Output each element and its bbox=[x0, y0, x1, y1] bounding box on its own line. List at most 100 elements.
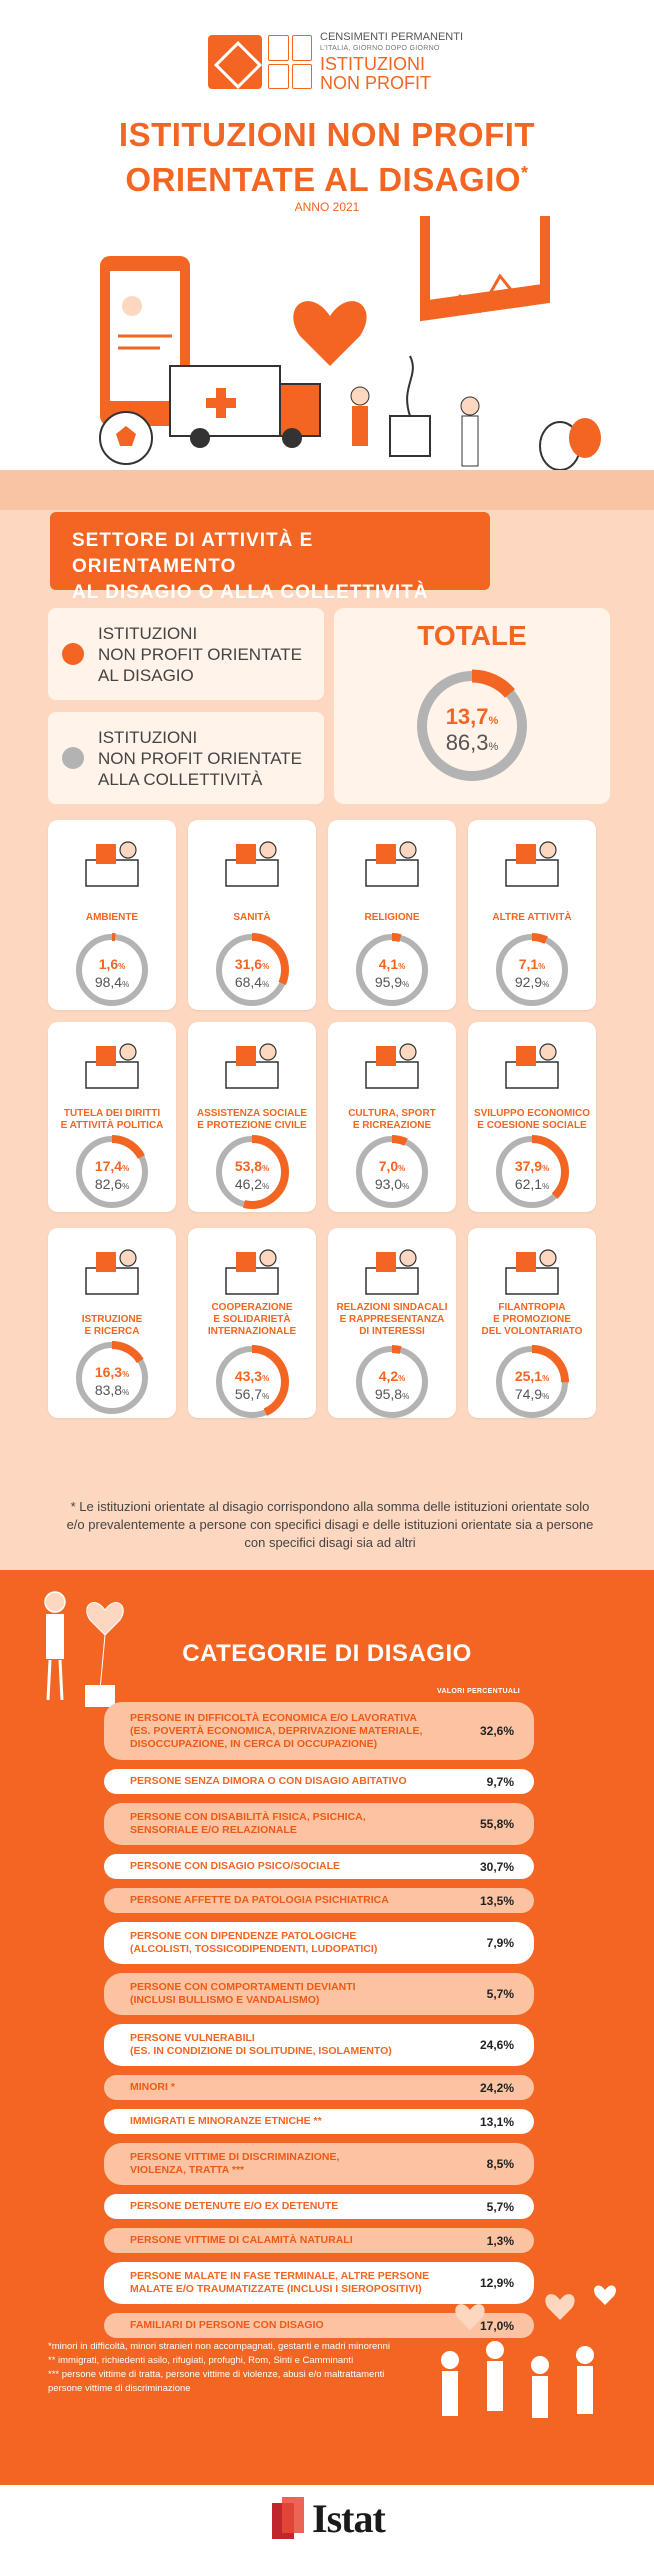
total-card: TOTALE 13,7% 86,3% bbox=[334, 608, 610, 804]
woman-with-heart-balloon-icon bbox=[44, 1591, 124, 1707]
category-label-line: PERSONE SENZA DIMORA O CON DISAGIO ABITA… bbox=[130, 1775, 407, 1787]
sector-collettivita-value: 92,9% bbox=[515, 974, 549, 990]
logo-line1: CENSIMENTI PERMANENTI bbox=[320, 31, 464, 43]
category-label-line: PERSONE DETENUTE E/O EX DETENUTE bbox=[130, 2200, 339, 2212]
category-label-line: PERSONE AFFETTE DA PATOLOGIA PSICHIATRIC… bbox=[130, 1894, 389, 1906]
category-label: PERSONE CON COMPORTAMENTI DEVIANTI (INCLU… bbox=[104, 1981, 454, 2007]
crowd-icon bbox=[365, 1249, 419, 1295]
category-value: 55,8% bbox=[479, 1817, 514, 1831]
category-value: 5,7% bbox=[486, 2199, 514, 2214]
wheelchair-icon bbox=[225, 1043, 279, 1089]
sector-label-line: E RAPPRESENTANZA bbox=[339, 1314, 445, 1325]
sector-card: SANITÀ 31,6% 68,4% bbox=[188, 820, 316, 1010]
category-row: PERSONE MALATE IN FASE TERMINALE, ALTRE … bbox=[104, 2262, 534, 2304]
istat-logo-icon bbox=[272, 2497, 304, 2539]
ambulance-icon bbox=[169, 365, 321, 448]
category-value: 32,6% bbox=[479, 1724, 514, 1738]
sector-label-line: E SOLIDARIETÀ bbox=[213, 1314, 291, 1325]
sector-disagio-value: 16,3% bbox=[95, 1364, 129, 1380]
footnote-immigrati: ** immigrati, richiedenti asilo, rifugia… bbox=[48, 2355, 354, 2366]
category-label-line: (INCLUSI BULLISMO E VANDALISMO) bbox=[130, 1994, 320, 2006]
sector-label: ASSISTENZA SOCIALE E PROTEZIONE CIVILE bbox=[192, 1108, 312, 1132]
sector-card: SVILUPPO ECONOMICO E COESIONE SOCIALE 37,9… bbox=[468, 1022, 596, 1212]
sector-label-line: E ATTIVITÀ POLITICA bbox=[60, 1120, 164, 1131]
category-value: 12,9% bbox=[479, 2276, 514, 2290]
laptop-icon bbox=[420, 216, 550, 322]
category-label-line: VIOLENZA, TRATTA *** bbox=[130, 2164, 245, 2176]
istat-logo-text[interactable]: Istat bbox=[312, 2496, 386, 2541]
category-value: 7,9% bbox=[486, 1936, 514, 1950]
sector-title-line2: AL DISAGIO O ALLA COLLETTIVITÀ bbox=[72, 582, 429, 603]
sector-disagio-value: 4,2% bbox=[379, 1368, 406, 1384]
category-row: PERSONE VULNERABILI (ES. IN CONDIZIONE DI… bbox=[104, 2024, 534, 2066]
sector-ring-disagio bbox=[495, 1135, 569, 1209]
category-label: IMMIGRATI E MINORANZE ETNICHE ** bbox=[104, 2115, 454, 2128]
sector-disagio-value: 53,8% bbox=[235, 1158, 269, 1174]
sector-label-line: ASSISTENZA SOCIALE bbox=[196, 1108, 308, 1119]
sector-label-line: FILANTROPIA bbox=[498, 1302, 566, 1313]
sector-ring-disagio bbox=[215, 1135, 289, 1209]
category-label-line: PERSONE MALATE IN FASE TERMINALE, ALTRE … bbox=[130, 2270, 430, 2282]
footnote-minori: *minori in difficoltà, minori stranieri … bbox=[48, 2341, 390, 2352]
category-label: PERSONE CON DIPENDENZE PATOLOGICHE (ALCOL… bbox=[104, 1930, 454, 1956]
sector-label-line: CULTURA, SPORT bbox=[348, 1108, 436, 1119]
megaphone-icon bbox=[505, 1249, 559, 1295]
category-label-line: PERSONE CON DISAGIO PSICO/SOCIALE bbox=[130, 1860, 341, 1872]
category-label: MINORI * bbox=[104, 2081, 454, 2094]
football-icon bbox=[99, 411, 153, 465]
category-label: PERSONE AFFETTE DA PATOLOGIA PSICHIATRIC… bbox=[104, 1894, 454, 1907]
year-label: ANNO 2021 bbox=[294, 200, 360, 214]
categories-title: CATEGORIE DI DISAGIO bbox=[182, 1640, 472, 1667]
sector-ring-disagio bbox=[75, 1135, 149, 1209]
logo-line3: ISTITUZIONI bbox=[320, 53, 425, 74]
books-icon bbox=[85, 1249, 139, 1295]
total-ring-disagio bbox=[415, 669, 529, 783]
category-value: 24,2% bbox=[479, 2080, 514, 2095]
sector-collettivita-value: 82,6% bbox=[95, 1176, 129, 1192]
sector-collettivita-value: 74,9% bbox=[515, 1386, 549, 1402]
title-footnote-mark: * bbox=[521, 163, 529, 183]
plants-icon bbox=[505, 841, 559, 887]
page-title-line2: ORIENTATE AL DISAGIO bbox=[125, 161, 522, 198]
sector-ring: 1,6% 98,4% bbox=[75, 933, 149, 1007]
sector-ring: 43,3% 56,7% bbox=[215, 1345, 289, 1419]
sector-ring: 7,1% 92,9% bbox=[495, 933, 569, 1007]
category-value: 17,0% bbox=[479, 2318, 514, 2333]
sector-collettivita-value: 95,9% bbox=[375, 974, 409, 990]
sector-label-line: RELAZIONI SINDACALI bbox=[336, 1302, 448, 1313]
category-label-line: PERSONE CON DIPENDENZE PATOLOGICHE bbox=[130, 1930, 357, 1942]
sector-disagio-value: 37,9% bbox=[515, 1158, 549, 1174]
plant-icon bbox=[389, 355, 431, 457]
category-label: PERSONE DETENUTE E/O EX DETENUTE bbox=[104, 2200, 454, 2213]
sector-ring-disagio bbox=[355, 1135, 429, 1209]
category-label-line: PERSONE VITTIME DI CALAMITÀ NATURALI bbox=[130, 2234, 353, 2246]
sector-disagio-value: 25,1% bbox=[515, 1368, 549, 1384]
sector-label-line: AMBIENTE bbox=[85, 912, 139, 923]
sector-ring: 16,3% 83,8% bbox=[75, 1341, 149, 1415]
sector-label-line: SVILUPPO ECONOMICO bbox=[473, 1108, 591, 1119]
legend-collettivita-line2: NON PROFIT ORIENTATE bbox=[98, 748, 303, 768]
sector-ring: 25,1% 74,9% bbox=[495, 1345, 569, 1419]
category-label-line: PERSONE CON DISABILITÀ FISICA, PSICHICA, bbox=[130, 1811, 366, 1823]
sector-collettivita-value: 98,4% bbox=[95, 974, 129, 990]
phone-icon bbox=[100, 256, 190, 426]
category-row: PERSONE CON DISAGIO PSICO/SOCIALE 30,7% bbox=[104, 1854, 534, 1879]
legend-dot-grey bbox=[62, 747, 84, 769]
sector-label: SVILUPPO ECONOMICO E COESIONE SOCIALE bbox=[472, 1108, 592, 1132]
category-value: 5,7% bbox=[486, 1987, 514, 2001]
categories-footnotes: *minori in difficoltà, minori stranieri … bbox=[48, 2340, 428, 2396]
legend-collettivita-line3: ALLA COLLETTIVITÀ bbox=[98, 769, 263, 789]
page-title: ISTITUZIONI NON PROFIT ORIENTATE AL DISA… bbox=[0, 116, 654, 199]
category-row: PERSONE IN DIFFICOLTÀ ECONOMICA E/O LAVO… bbox=[104, 1702, 534, 1760]
sector-disagio-value: 43,3% bbox=[235, 1368, 269, 1384]
category-row: PERSONE CON DISABILITÀ FISICA, PSICHICA,… bbox=[104, 1803, 534, 1845]
category-label: PERSONE MALATE IN FASE TERMINALE, ALTRE … bbox=[104, 2270, 454, 2296]
sector-label: CULTURA, SPORT E RICREAZIONE bbox=[332, 1108, 452, 1132]
sector-card: FILANTROPIA E PROMOZIONE DEL VOLONTARIATO 2… bbox=[468, 1228, 596, 1419]
category-label: FAMILIARI DI PERSONE CON DISAGIO bbox=[104, 2319, 454, 2332]
census-logo[interactable]: CENSIMENTI PERMANENTI L'ITALIA, GIORNO D… bbox=[208, 31, 464, 93]
category-row: PERSONE VITTIME DI CALAMITÀ NATURALI 1,3% bbox=[104, 2228, 534, 2253]
sector-ring: 4,2% 95,8% bbox=[355, 1345, 429, 1419]
category-value: 8,5% bbox=[486, 2157, 514, 2171]
category-row: PERSONE CON COMPORTAMENTI DEVIANTI (INCLU… bbox=[104, 1973, 534, 2015]
